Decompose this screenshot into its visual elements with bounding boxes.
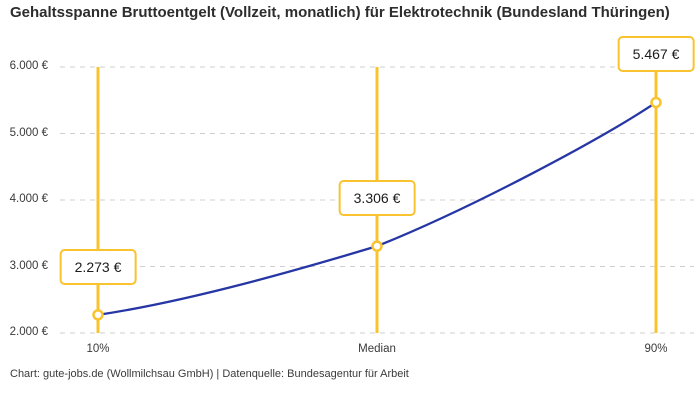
data-point-marker (371, 240, 383, 252)
x-tick-label: Median (358, 343, 396, 355)
chart-title: Gehaltsspanne Bruttoentgelt (Vollzeit, m… (10, 4, 670, 21)
y-tick-label: 4.000 € (9, 193, 48, 205)
y-tick-label: 6.000 € (9, 60, 48, 72)
value-label-box: 5.467 € (617, 36, 695, 73)
y-tick-label: 2.000 € (9, 326, 48, 338)
x-tick-label: 10% (86, 343, 110, 355)
y-tick-label: 3.000 € (9, 259, 48, 272)
data-point-marker (92, 309, 104, 321)
chart-attribution: Chart: gute-jobs.de (Wollmilchsau GmbH) … (10, 368, 409, 380)
data-point-marker (650, 96, 662, 109)
x-tick-label: 90% (644, 343, 668, 355)
y-tick-label: 5.000 € (9, 126, 48, 139)
value-label-box: 3.306 € (338, 180, 416, 217)
value-label-box: 2.273 € (59, 248, 137, 285)
